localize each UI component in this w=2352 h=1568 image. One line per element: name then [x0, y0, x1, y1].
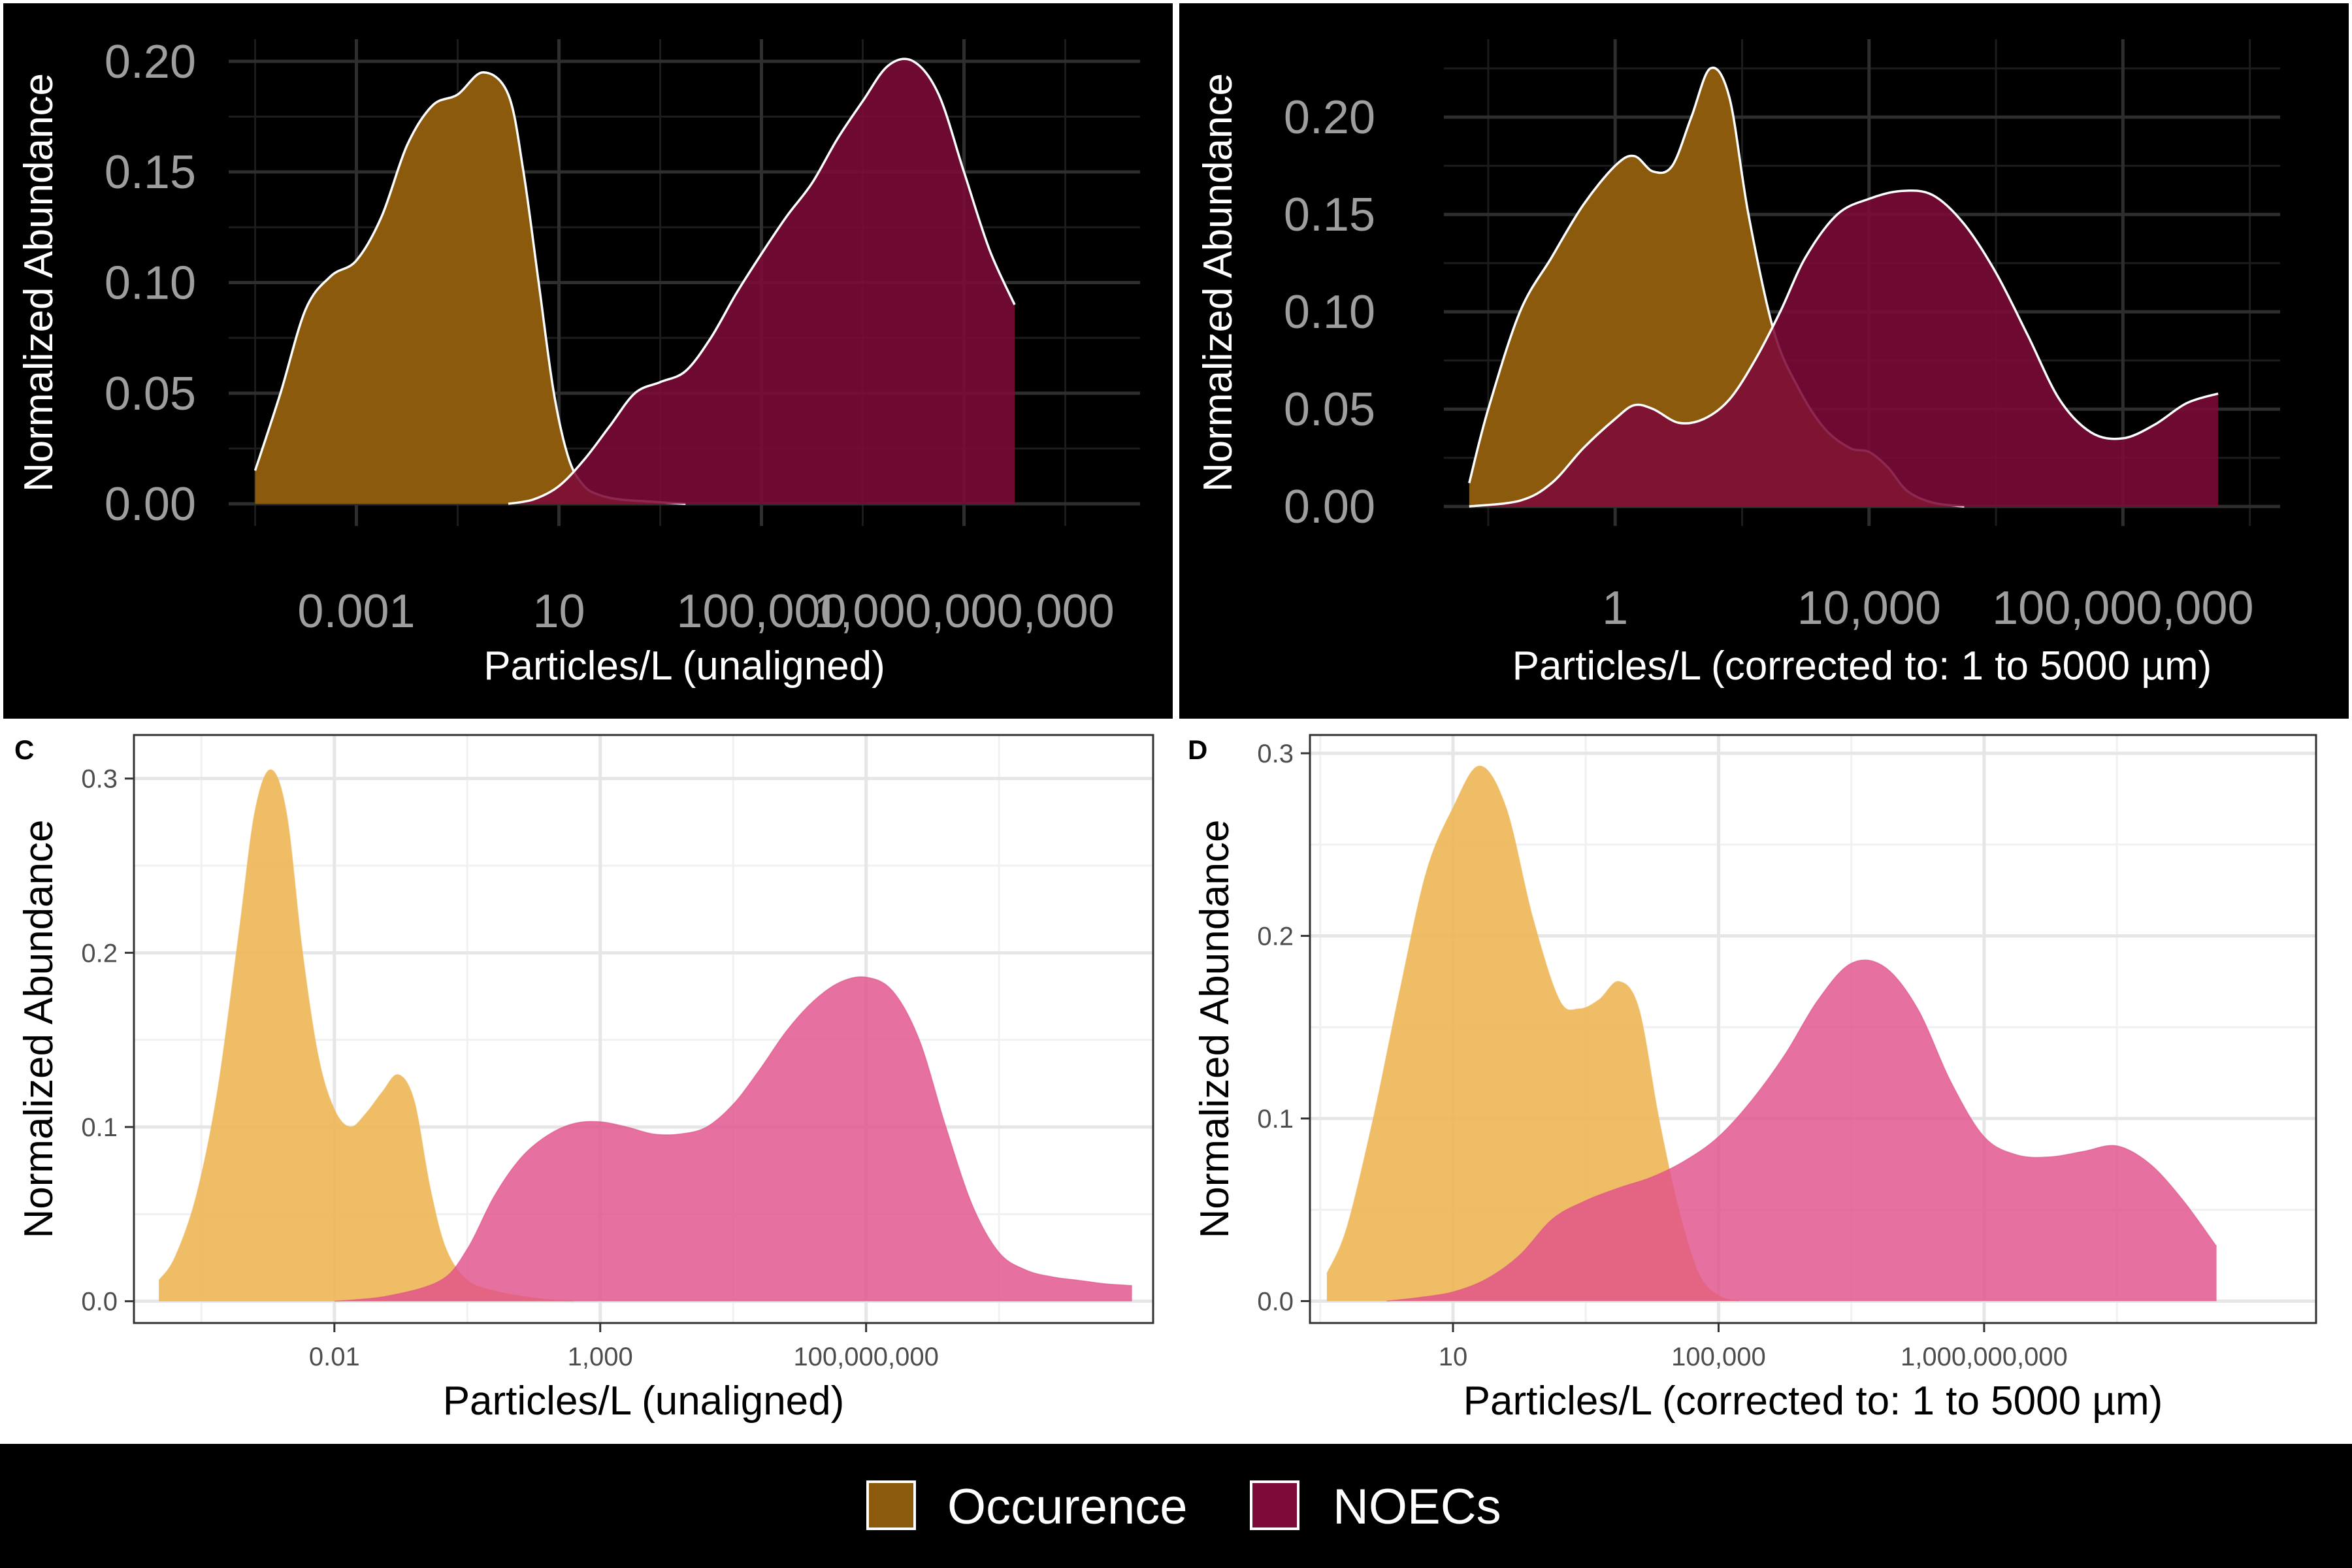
x-axis-title: Particles/L (unaligned): [443, 1379, 845, 1424]
x-tick-label: 1,000,000,000: [1901, 1343, 2068, 1371]
panel-tag: C: [14, 734, 34, 765]
legend-key-noecs: [1250, 1480, 1299, 1530]
x-axis-title: Particles/L (unaligned): [483, 644, 885, 689]
y-tick-label: 0.15: [1284, 189, 1375, 241]
y-tick-label: 0.3: [1257, 740, 1294, 768]
legend: Occurence NOECs: [0, 1444, 2352, 1568]
x-tick-label: 1,000,000,000: [813, 585, 1114, 638]
x-tick-label: 1,000: [568, 1343, 633, 1371]
legend-key-occurence: [866, 1480, 916, 1530]
legend-label-occurence: Occurence: [947, 1479, 1188, 1535]
y-tick-label: 0.1: [1257, 1105, 1294, 1134]
density-area-occurence: [159, 770, 574, 1301]
y-tick-label: 0.00: [105, 478, 196, 531]
x-tick-label: 100,000: [676, 585, 846, 638]
y-tick-label: 0.0: [1257, 1287, 1294, 1316]
x-tick-label: 0.001: [297, 585, 415, 638]
x-tick-label: 100,000,000: [793, 1343, 938, 1371]
panel-tag: D: [1188, 734, 1207, 765]
x-axis-title: Particles/L (corrected to: 1 to 5000 µm): [1463, 1379, 2163, 1424]
chart-panel-2: 1 10,000 100,000,000 0.00 0.05 0.10 0.15 0.20 Pa…: [1179, 3, 2349, 719]
y-tick-label: 0.05: [1284, 384, 1375, 436]
density-outline-noecs: [508, 57, 1016, 505]
y-tick-label: 0.2: [1257, 922, 1294, 951]
y-tick-label: 0.00: [1284, 481, 1375, 533]
x-tick-label: 10: [532, 585, 585, 638]
density-area-occurence: [255, 72, 686, 504]
y-tick-label: 0.10: [1284, 286, 1375, 338]
density-outline-noecs: [334, 976, 1132, 1302]
x-axis-title: Particles/L (corrected to: 1 to 5000 µm): [1512, 644, 2212, 689]
x-tick-label: 100,000,000: [1992, 582, 2253, 634]
y-axis-title: Normalized Abundance: [1196, 73, 1241, 492]
density-area-occurence: [1469, 67, 1965, 507]
y-tick-label: 0.20: [1284, 91, 1375, 144]
x-tick-label: 100,000: [1671, 1343, 1766, 1371]
y-tick-label: 0.20: [105, 36, 196, 88]
x-tick-label: 1: [1602, 582, 1628, 634]
y-axis-title: Normalized Abundance: [1192, 819, 1237, 1238]
y-tick-label: 0.2: [81, 939, 118, 968]
x-tick-label: 10: [1439, 1343, 1468, 1371]
plot-border: [1309, 734, 2317, 1324]
panel-divider: [1173, 0, 1179, 719]
y-tick-label: 0.10: [105, 257, 196, 310]
density-outline-noecs: [1469, 189, 2219, 508]
x-tick-label: 0.01: [309, 1343, 360, 1371]
density-area-noecs: [1469, 190, 2219, 507]
density-outline-noecs: [1386, 959, 2217, 1302]
y-tick-label: 0.05: [105, 368, 196, 420]
density-area-noecs: [1386, 960, 2217, 1301]
legend-label-noecs: NOECs: [1333, 1479, 1501, 1535]
plot-border: [133, 734, 1154, 1324]
density-area-occurence: [1326, 766, 1739, 1301]
chart-panel-4: 10 100,000 1,000,000,000 0.0 0.1 0.2 0.3 Partic…: [1176, 722, 2352, 1441]
y-tick-label: 0.1: [81, 1113, 118, 1142]
y-tick-label: 0.3: [81, 765, 118, 794]
density-area-noecs: [334, 977, 1132, 1301]
y-tick-label: 0.15: [105, 146, 196, 199]
y-axis-title: Normalized Abundance: [16, 73, 61, 492]
legend-background: [0, 1444, 2352, 1568]
y-axis-title: Normalized Abundance: [16, 819, 61, 1238]
chart-panel-3: 0.01 1,000 100,000,000 0.0 0.1 0.2 0.3 Particle…: [0, 722, 1176, 1441]
y-tick-label: 0.0: [81, 1288, 118, 1316]
density-area-noecs: [508, 59, 1015, 504]
x-tick-label: 10,000: [1797, 582, 1941, 634]
